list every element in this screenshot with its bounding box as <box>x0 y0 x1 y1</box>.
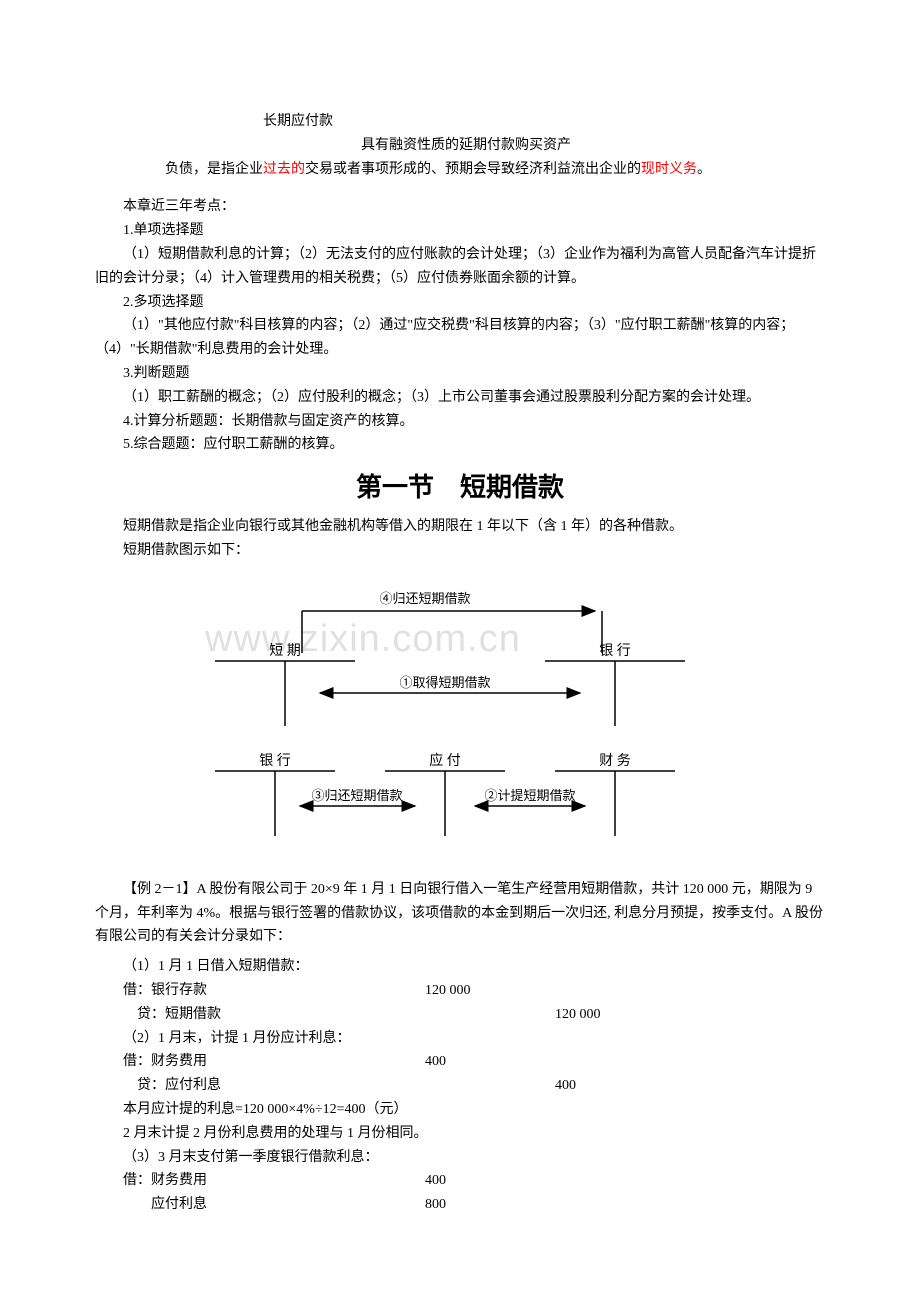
entry-2a: 借：财务费用 400 <box>95 1050 825 1074</box>
short-term-loan-diagram: ④归还短期借款 短 期 银 行 ①取得短期借款 银 行 应 付 财 务 ③归还 <box>125 581 825 860</box>
liability-red2: 现时义务 <box>641 162 697 177</box>
q3-body: （1）职工薪酬的概念；（2）应付股利的概念；（3）上市公司董事会通过股票股利分配… <box>95 386 825 410</box>
section-p1: 短期借款是指企业向银行或其他金融机构等借入的期限在 1 年以下（含 1 年）的各… <box>95 515 825 539</box>
liability-definition: 负债，是指企业过去的交易或者事项形成的、预期会导致经济利益流出企业的现时义务。 <box>95 158 825 182</box>
liability-pre: 负债，是指企业 <box>165 162 263 177</box>
liability-end: 。 <box>697 162 711 177</box>
entry-2a-debit: 400 <box>425 1050 525 1074</box>
entry-1b: 贷：短期借款 120 000 <box>95 1003 825 1027</box>
q1-title: 1.单项选择题 <box>95 219 825 243</box>
long-term-payable-line: 长期应付款 <box>95 110 825 134</box>
entry-1b-credit: 120 000 <box>525 1003 625 1027</box>
entry-2a-label: 借：财务费用 <box>95 1050 425 1074</box>
entry-1a-label: 借：银行存款 <box>95 979 425 1003</box>
diagram-box-short-term: 短 期 <box>269 643 301 659</box>
q3-title: 3.判断题题 <box>95 362 825 386</box>
entry-3a: 借：财务费用 400 <box>95 1169 825 1193</box>
diagram-box-bank-bot: 银 行 <box>259 753 291 769</box>
step2: （2）1 月末，计提 1 月份应计利息： <box>95 1027 825 1051</box>
entry-3b-label: 应付利息 <box>95 1193 425 1217</box>
entry-1b-label: 贷：短期借款 <box>95 1003 425 1027</box>
entry-3b: 应付利息 800 <box>95 1193 825 1217</box>
entry-1a-debit: 120 000 <box>425 979 525 1003</box>
entry-2b-credit: 400 <box>525 1074 625 1098</box>
diagram-label-3: ③归还短期借款 <box>311 788 402 803</box>
entry-3b-debit: 800 <box>425 1193 525 1217</box>
section-title: 第一节 短期借款 <box>95 465 825 509</box>
section-p2: 短期借款图示如下： <box>95 539 825 563</box>
diagram-box-payable: 应 付 <box>429 752 461 769</box>
entry-2b-label: 贷：应付利息 <box>95 1074 425 1098</box>
diagram-label-1: ①取得短期借款 <box>399 675 490 690</box>
diagram-box-finance: 财 务 <box>599 753 631 769</box>
financing-nature-line: 具有融资性质的延期付款购买资产 <box>95 134 825 158</box>
liability-mid: 交易或者事项形成的、预期会导致经济利益流出企业的 <box>305 162 641 177</box>
entry-2b: 贷：应付利息 400 <box>95 1074 825 1098</box>
diagram-box-bank-top: 银 行 <box>599 643 631 659</box>
entry-1a: 借：银行存款 120 000 <box>95 979 825 1003</box>
q4: 4.计算分析题题：长期借款与固定资产的核算。 <box>95 410 825 434</box>
entry-3a-label: 借：财务费用 <box>95 1169 425 1193</box>
q1-body: （1）短期借款利息的计算；（2）无法支付的应付账款的会计处理；（3）企业作为福利… <box>95 243 825 291</box>
diagram-label-2: ②计提短期借款 <box>484 788 575 803</box>
step3: （3）3 月末支付第一季度银行借款利息： <box>95 1146 825 1170</box>
q5: 5.综合题题：应付职工薪酬的核算。 <box>95 433 825 457</box>
example-head: 【例 2－1】A 股份有限公司于 20×9 年 1 月 1 日向银行借入一笔生产… <box>95 878 825 949</box>
entry-3a-debit: 400 <box>425 1169 525 1193</box>
liability-red1: 过去的 <box>263 162 305 177</box>
q2-body: （1）"其他应付款"科目核算的内容；（2）通过"应交税费"科目核算的内容；（3）… <box>95 314 825 362</box>
exam-intro: 本章近三年考点： <box>95 195 825 219</box>
diagram-label-4: ④归还短期借款 <box>379 591 470 606</box>
q2-title: 2.多项选择题 <box>95 291 825 315</box>
step1: （1）1 月 1 日借入短期借款： <box>95 955 825 979</box>
calc-line: 本月应计提的利息=120 000×4%÷12=400（元） <box>95 1098 825 1122</box>
note2: 2 月末计提 2 月份利息费用的处理与 1 月份相同。 <box>95 1122 825 1146</box>
